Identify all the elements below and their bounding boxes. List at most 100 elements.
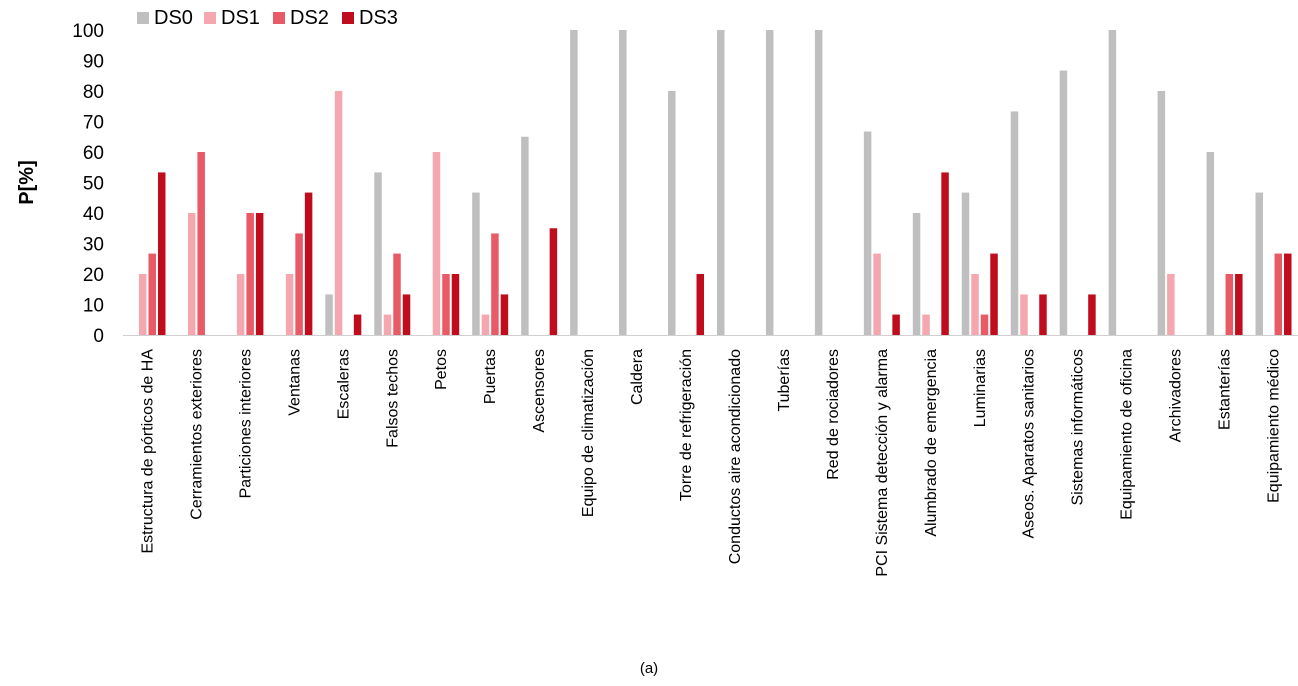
bar-ds0 [325,294,333,335]
bar-ds1 [383,314,392,335]
category-label: Particiones interiores [237,349,254,498]
y-tick-label: 10 [83,296,104,317]
bar-ds3 [500,294,509,335]
bar-ds3 [696,274,705,335]
legend-swatch [137,12,149,24]
bar-ds0 [1206,152,1215,335]
bar-ds1 [432,152,441,335]
category-label: Estructura de pórticos de HA [139,349,156,554]
bar-ds0 [472,192,480,335]
legend-label: DS0 [154,7,193,29]
bar-ds3 [549,228,558,335]
y-tick-label: 60 [83,143,104,164]
bar-ds2 [442,274,450,335]
legend-label: DS3 [359,7,398,29]
bar-ds3 [353,314,362,335]
bar-ds1 [481,314,490,335]
legend-label: DS2 [290,7,329,29]
bar-ds0 [961,192,970,335]
bar-ds3 [941,172,949,335]
bar-ds3 [304,192,313,335]
bar-ds0 [912,213,921,335]
bar-ds2 [295,233,303,335]
category-label: Alumbrado de emergencia [923,349,940,537]
bar-ds0 [765,30,774,335]
bar-ds1 [334,91,343,335]
category-label: Equipamiento de oficina [1119,349,1136,520]
category-label: Ascensores [531,349,548,433]
bar-ds1 [187,213,196,335]
category-label: Conductos aire acondicionado [727,349,744,564]
category-label: Equipamiento médico [1266,349,1283,503]
category-label: Ventanas [286,349,303,416]
category-label: Tuberías [776,349,793,412]
bar-ds1 [1020,294,1028,335]
bar-ds2 [1225,274,1234,335]
bar-ds1 [1167,274,1175,335]
bar-ds0 [1059,70,1068,335]
bar-ds3 [1235,274,1243,335]
category-label: Sistemas informáticos [1070,349,1087,506]
y-tick-label: 80 [83,82,104,103]
bar-ds0 [619,30,627,335]
category-label: Luminarias [972,349,989,427]
category-labels: Estructura de pórticos de HA Cerramientos… [139,349,1282,577]
y-tick-label: 70 [83,113,104,134]
category-label: Puertas [482,349,499,404]
bar-ds1 [971,274,979,335]
bar-ds3 [892,314,900,335]
bar-ds3 [1088,294,1096,335]
bar-ds3 [255,213,264,335]
y-tick-label: 90 [83,52,104,73]
y-axis-ticks: 0 10 20 30 40 50 60 70 80 90 100 [72,21,104,347]
bar-chart: P[%] 0 10 20 30 40 50 60 70 80 90 100 Estructura d… [16,7,1298,577]
bar-ds2 [980,314,989,335]
category-label: Estanterías [1217,349,1234,430]
bar-ds3 [1284,253,1292,335]
legend: DS0 DS1 DS2 DS3 [137,7,398,29]
bar-ds2 [148,253,156,335]
category-label: Cerramientos exteriores [188,349,205,520]
category-label: Archivadores [1168,349,1185,442]
category-label: Equipo de climatización [580,349,597,517]
bar-ds2 [246,213,254,335]
y-tick-label: 50 [83,174,104,195]
bar-ds0 [1108,30,1117,335]
bar-ds0 [521,136,529,335]
bar-ds3 [157,172,166,335]
category-label: Red de rociadores [825,349,842,480]
y-axis-label: P[%] [16,160,38,204]
bar-ds3 [990,253,998,335]
y-tick-label: 100 [72,21,104,42]
bar-ds2 [393,253,401,335]
bar-ds0 [814,30,823,335]
bar-ds0 [668,91,676,335]
bar-ds2 [1274,253,1283,335]
bar-ds1 [873,253,881,335]
bar-ds0 [716,30,725,335]
bar-ds0 [374,172,382,335]
y-tick-label: 20 [83,265,104,286]
category-label: Petos [433,349,450,390]
bar-ds0 [1010,111,1019,335]
y-tick-label: 40 [83,204,104,225]
bar-ds2 [491,233,499,335]
bar-ds1 [922,314,930,335]
bar-ds3 [1039,294,1047,335]
bar-ds3 [402,294,411,335]
bar-ds1 [236,274,245,335]
y-axis-title: P[%] [16,160,38,204]
category-label: PCI Sistema detección y alarma [874,349,891,577]
bar-ds2 [197,152,205,335]
y-tick-label: 30 [83,235,104,256]
category-label: Falsos techos [384,349,401,448]
category-label: Aseos. Aparatos sanitarios [1021,349,1038,538]
y-tick-label: 0 [93,326,104,347]
bars [138,30,1292,335]
legend-swatch [273,12,285,24]
figure-caption: (a) [639,660,659,677]
bar-ds3 [451,274,460,335]
legend-label: DS1 [221,7,260,29]
bar-ds1 [138,274,147,335]
category-label: Escaleras [335,349,352,419]
